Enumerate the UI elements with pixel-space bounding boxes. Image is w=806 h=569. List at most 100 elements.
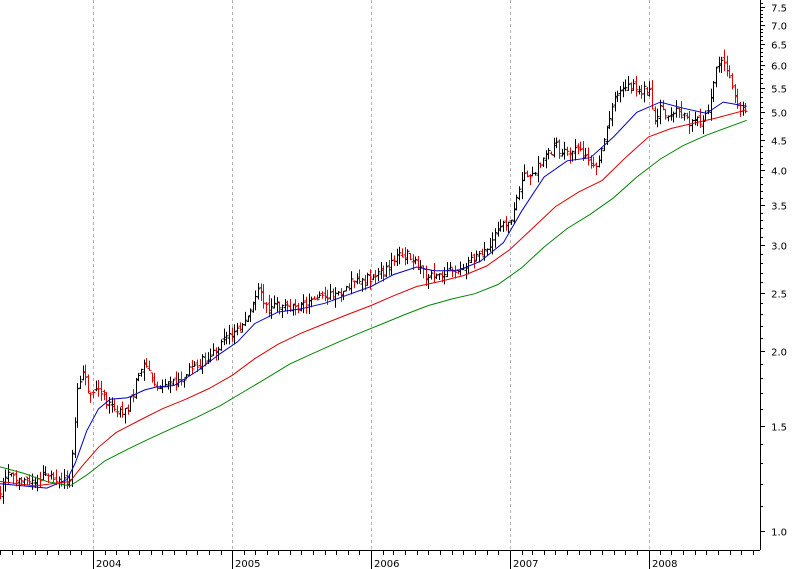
price-bar (243, 311, 248, 327)
price-bar (544, 150, 549, 169)
price-bar (405, 249, 410, 265)
price-bar (645, 86, 650, 96)
price-bar (536, 156, 541, 183)
y-tick-label: 3.5 (771, 202, 787, 213)
price-bar (690, 119, 695, 132)
price-bar (99, 380, 104, 401)
x-year-label: 2004 (96, 559, 121, 569)
price-bar (248, 308, 253, 322)
price-bar (682, 112, 687, 121)
price-bar (562, 141, 567, 160)
price-bar (669, 107, 674, 121)
price-bar (549, 151, 554, 156)
price-bar (631, 79, 636, 91)
price-bar (722, 49, 727, 72)
price-bar (261, 284, 266, 309)
price-bar (621, 81, 626, 98)
price-bar (573, 139, 578, 161)
price-bar (615, 90, 620, 103)
price-bar (238, 322, 243, 332)
price-bar (392, 255, 397, 266)
price-bar (232, 324, 237, 345)
price-bar (714, 66, 719, 88)
price-bar (54, 469, 59, 486)
price-bar (709, 88, 714, 121)
price-bar (49, 470, 54, 480)
price-bar (240, 322, 245, 333)
price-bar (355, 273, 360, 285)
price-bar (224, 331, 229, 345)
price-bar (735, 88, 740, 109)
price-bar (557, 139, 562, 159)
price-bar (450, 268, 455, 278)
price-bar (352, 280, 357, 289)
price-bar (626, 75, 631, 91)
price-bar (251, 301, 256, 313)
price-bar (520, 172, 525, 200)
price-bar (136, 372, 141, 382)
price-bar (565, 146, 570, 156)
price-bar (6, 464, 11, 484)
price-bar (126, 404, 131, 415)
price-bar (320, 291, 325, 299)
price-bar (296, 302, 301, 314)
price-bar (272, 295, 277, 309)
price-bar (211, 343, 216, 356)
price-bar (78, 375, 83, 390)
y-tick-label: 3.0 (771, 242, 787, 253)
price-bar (727, 65, 732, 79)
price-bar (27, 474, 32, 486)
y-tick-label: 4.0 (771, 167, 787, 178)
x-year-label: 2008 (652, 559, 677, 569)
price-bar (498, 219, 503, 232)
price-bar (94, 380, 99, 392)
price-bar (331, 288, 336, 300)
price-bar (583, 147, 588, 159)
price-bar (200, 354, 205, 375)
price-bar (309, 296, 314, 308)
price-bar (703, 110, 708, 122)
price-bar (333, 287, 338, 308)
y-tick-label: 1.0 (771, 528, 787, 539)
price-bar (285, 300, 290, 315)
price-bar (142, 359, 147, 381)
price-bar (586, 147, 591, 166)
price-bar (259, 283, 264, 301)
price-bar (594, 162, 599, 175)
price-bar (214, 347, 219, 361)
y-tick-label: 4.5 (771, 137, 787, 148)
price-bar (400, 248, 405, 258)
axes: 1.0 1.5 2.0 2.5 3.0 3.5 4.0 4.5 5.0 5.5 6.0 6.5 7.0 7… (0, 0, 787, 569)
price-bar (610, 103, 615, 127)
price-bar (253, 290, 258, 311)
price-bar (578, 141, 583, 152)
price-bar (701, 115, 706, 135)
price-bar (647, 81, 652, 97)
price-bar (642, 81, 647, 103)
price-bar (11, 472, 16, 485)
y-tick-label: 2.5 (771, 290, 787, 301)
price-bar (179, 371, 184, 386)
price-bar (426, 274, 431, 289)
price-bar (323, 286, 328, 302)
price-bar (256, 283, 261, 300)
price-bar (671, 111, 676, 123)
grid-layer (93, 0, 650, 550)
price-bar (83, 364, 88, 386)
price-bar (650, 80, 655, 110)
price-bar (576, 143, 581, 155)
price-bar (687, 111, 692, 135)
y-tick-label: 2.0 (771, 348, 787, 359)
price-bar (730, 73, 735, 90)
price-bar (591, 156, 596, 168)
y-tick-label: 5.0 (771, 109, 787, 120)
price-bar (349, 271, 354, 295)
price-bar (219, 339, 224, 351)
price-bar (264, 302, 269, 313)
price-bar (208, 348, 213, 363)
price-bar (75, 383, 80, 428)
price-bar (554, 137, 559, 149)
y-tick-label: 6.0 (771, 62, 787, 73)
price-bar (267, 294, 272, 318)
moving-average-short (0, 101, 747, 489)
